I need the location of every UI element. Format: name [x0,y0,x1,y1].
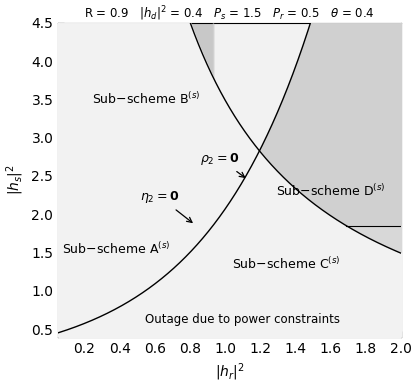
X-axis label: $|h_r|^2$: $|h_r|^2$ [215,361,245,383]
Y-axis label: $|h_s|^2$: $|h_s|^2$ [4,164,26,195]
Text: $\rho_2 = \mathbf{0}$: $\rho_2 = \mathbf{0}$ [200,151,245,177]
Text: Sub$-$scheme B$^{(s)}$: Sub$-$scheme B$^{(s)}$ [92,91,200,107]
Text: Sub$-$scheme C$^{(s)}$: Sub$-$scheme C$^{(s)}$ [233,256,341,272]
Text: Outage due to power constraints: Outage due to power constraints [145,313,340,327]
Text: $\eta_2 = \mathbf{0}$: $\eta_2 = \mathbf{0}$ [141,189,192,223]
Title: R = 0.9   $|h_d|^2$ = 0.4   $P_s$ = 1.5   $P_r$ = 0.5   $\theta$ = 0.4: R = 0.9 $|h_d|^2$ = 0.4 $P_s$ = 1.5 $P_r… [84,4,375,23]
Text: Sub$-$scheme A$^{(s)}$: Sub$-$scheme A$^{(s)}$ [62,241,171,257]
Text: Sub$-$scheme D$^{(s)}$: Sub$-$scheme D$^{(s)}$ [276,183,385,199]
